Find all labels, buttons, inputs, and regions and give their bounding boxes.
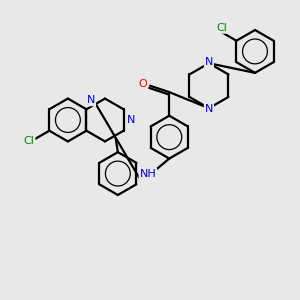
Text: N: N: [87, 95, 95, 105]
Text: Cl: Cl: [24, 136, 34, 146]
Text: N: N: [127, 115, 135, 125]
Text: O: O: [138, 79, 147, 88]
Text: N: N: [205, 57, 213, 67]
Text: NH: NH: [140, 169, 156, 178]
Text: Cl: Cl: [216, 23, 227, 33]
Text: N: N: [205, 104, 213, 114]
